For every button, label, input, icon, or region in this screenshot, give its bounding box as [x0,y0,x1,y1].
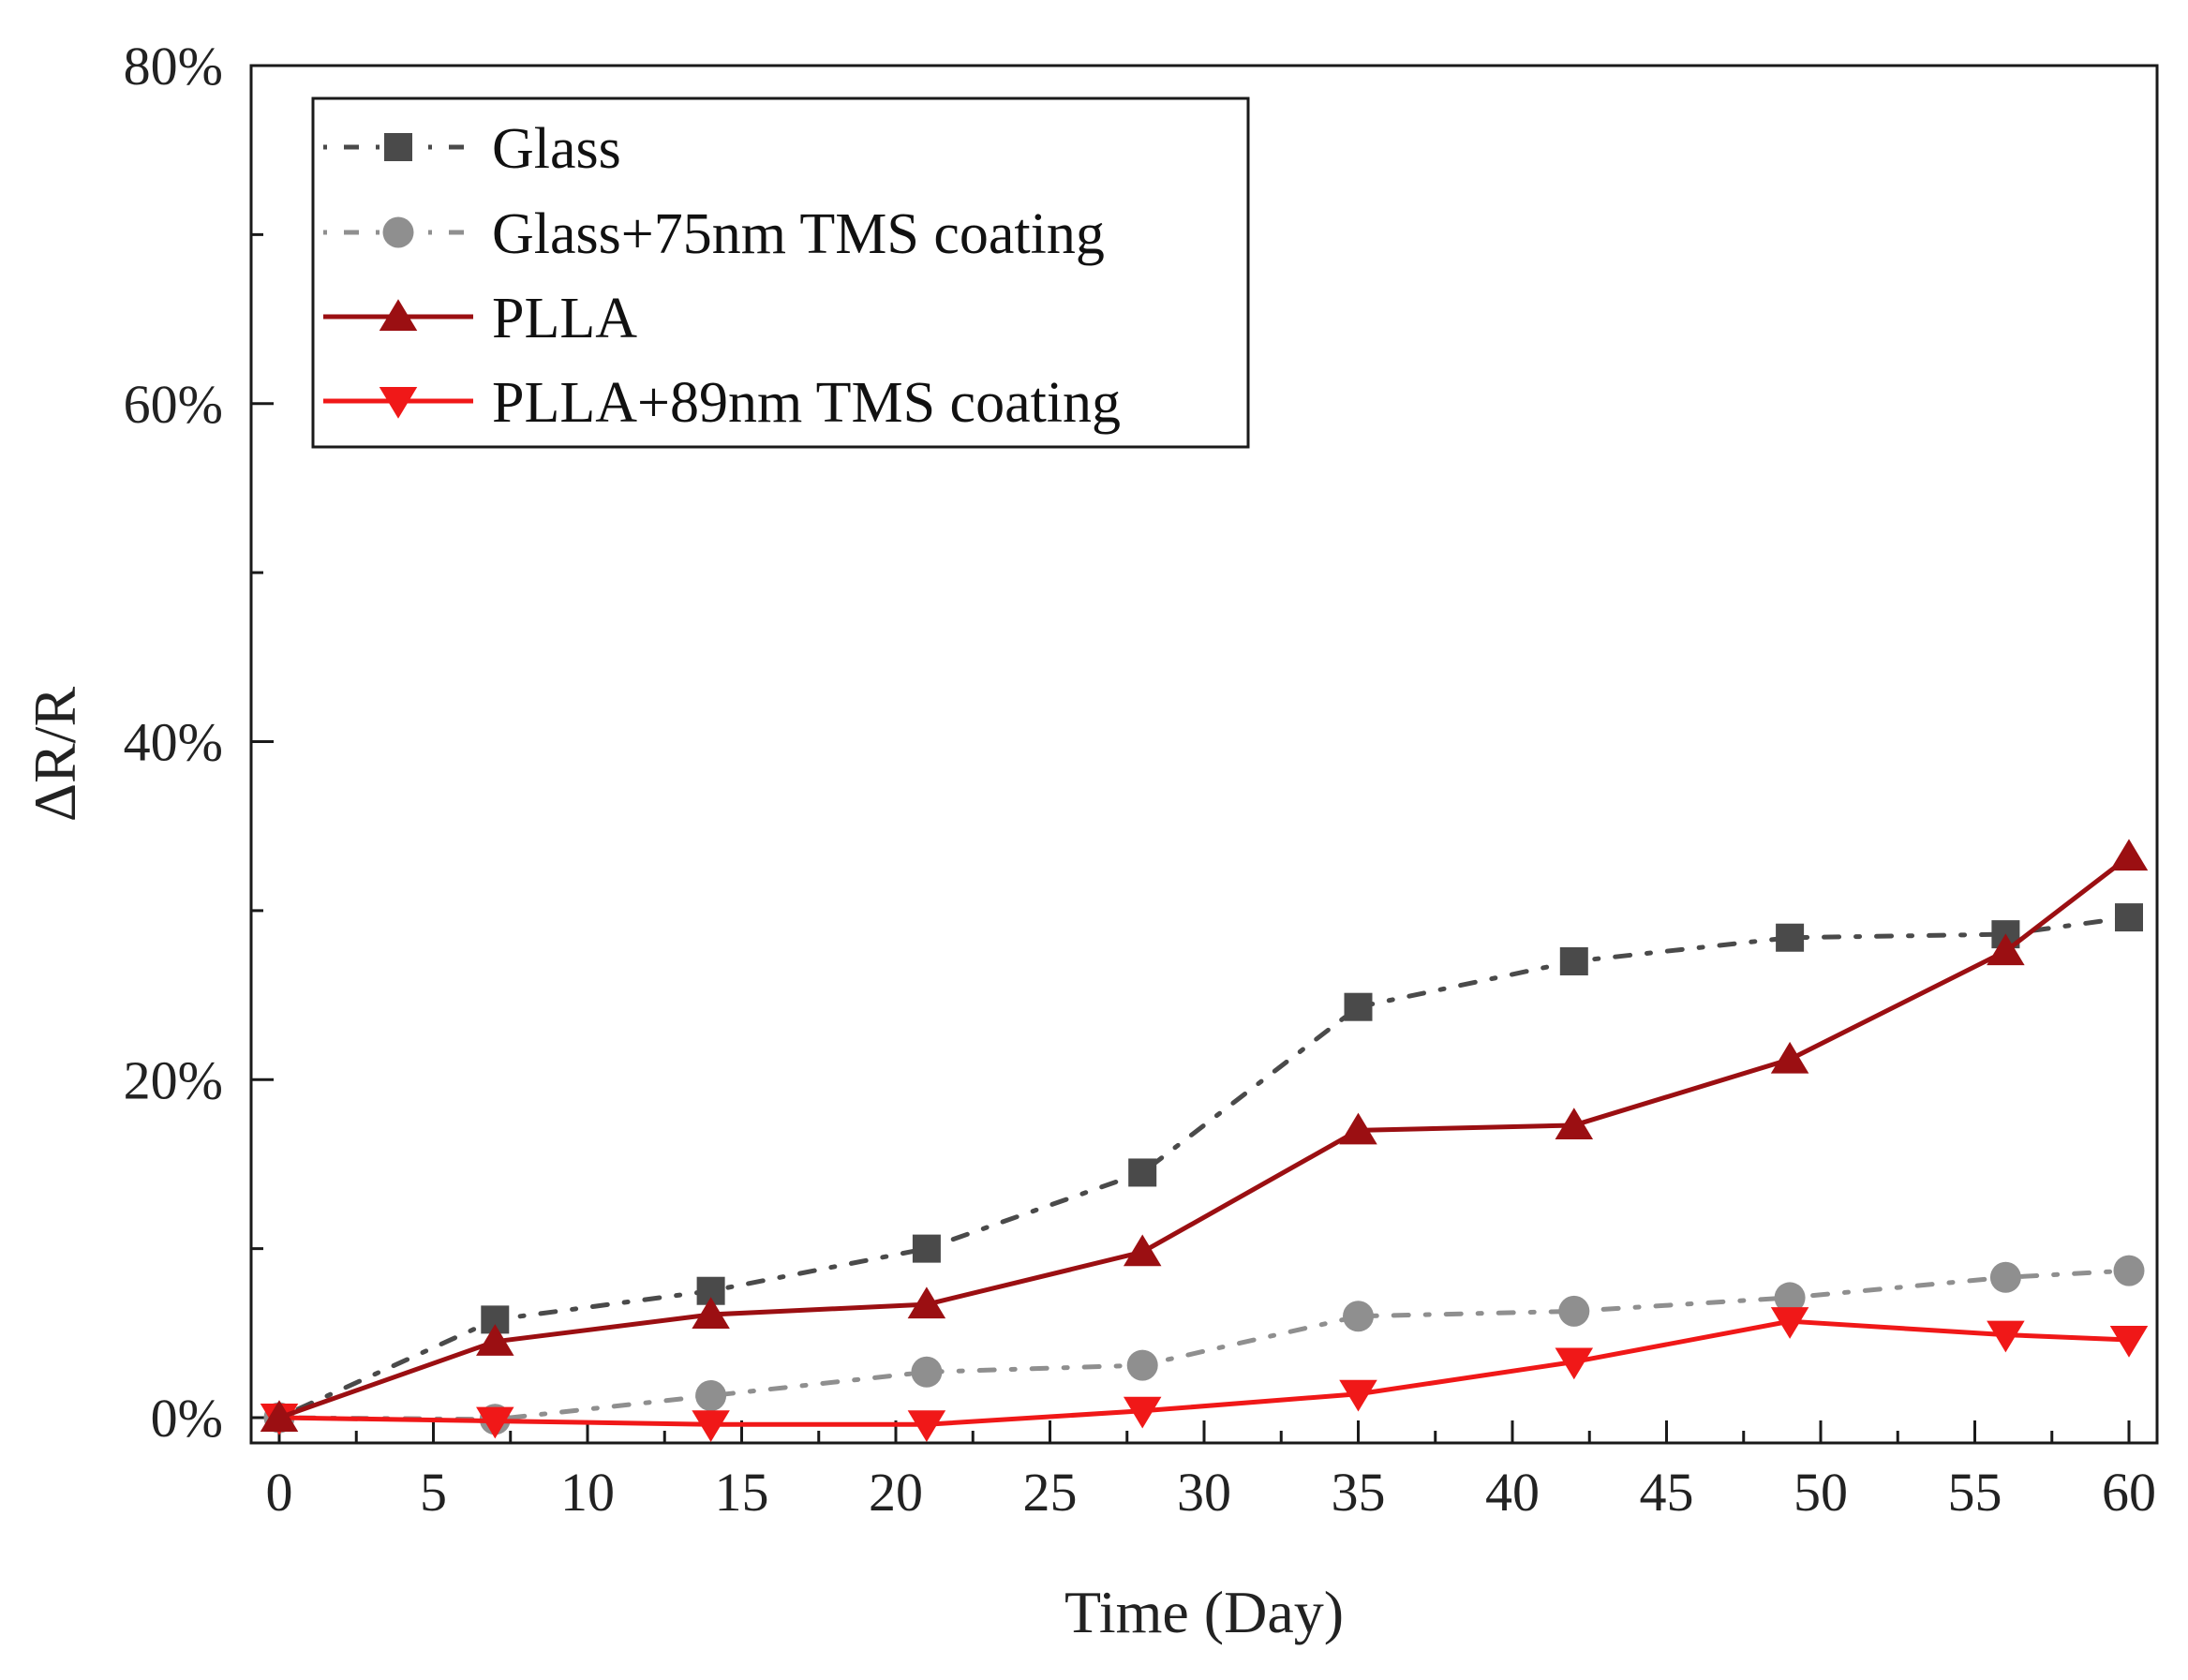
x-tick-label: 30 [1177,1462,1231,1523]
x-tick-label: 40 [1485,1462,1540,1523]
legend-label: PLLA+89nm TMS coating [492,371,1121,435]
x-tick-label: 35 [1332,1462,1386,1523]
x-tick-label: 10 [560,1462,615,1523]
series-line [276,1268,2132,1422]
data-point [692,1297,730,1329]
legend-label: PLLA [492,287,637,350]
series-layer [260,839,2149,1442]
y-tick-label: 0% [151,1388,223,1449]
data-point [1126,1349,1158,1381]
data-point [1343,1301,1374,1332]
x-tick-label: 60 [2102,1462,2156,1523]
data-point [2113,1255,2145,1286]
data-point [1339,1379,1377,1412]
data-point [1989,1261,2021,1293]
legend-label: Glass [492,117,621,181]
data-point [1987,933,2025,966]
legend-marker [379,299,418,331]
data-point [907,1410,946,1442]
y-tick-label: 80% [124,36,223,97]
legend-label: Glass+75nm TMS coating [492,202,1105,266]
axes-layer: 0 5 10 15 20 25 30 35 40 45 50 55 60 0% 20% 40% 60% 80% [124,36,2159,1523]
legend: Glass Glass+75nm TMS coating PLLA PLLA+89nm… [311,97,1250,449]
data-point [1123,1396,1162,1429]
legend-item: PLLA+89nm TMS coating [323,371,1121,435]
x-tick-label: 15 [715,1462,769,1523]
x-tick-label: 0 [266,1462,293,1523]
data-point [695,1380,727,1412]
y-tick-label: 40% [124,712,223,773]
data-point [1555,1108,1594,1139]
data-point [260,1400,299,1432]
legend-marker [384,133,412,161]
series-plla-89nm-tms-coating [260,1307,2149,1442]
data-point [476,1406,514,1439]
data-point [1774,1282,1806,1314]
x-tick-label: 20 [869,1462,923,1523]
y-tick-label: 60% [124,374,223,435]
data-point [2115,903,2143,932]
x-tick-label: 55 [1948,1462,2002,1523]
x-tick-label: 5 [420,1462,447,1523]
legend-item: PLLA [323,287,637,350]
legend-box [311,97,1250,449]
data-point [1339,1112,1377,1145]
data-point [1128,1158,1157,1187]
x-tick-label: 25 [1023,1462,1078,1523]
data-point [2109,839,2149,871]
legend-marker [379,387,418,419]
data-point [1344,992,1373,1021]
data-point [1987,1320,2025,1353]
series-line [276,914,2132,1420]
series-line [276,854,2132,1420]
series-plla [260,839,2149,1432]
data-point [2109,1326,2149,1358]
legend-marker [382,216,414,248]
x-axis-title: Time (Day) [1064,1579,1344,1645]
data-point [1555,1347,1594,1380]
data-point [912,1234,941,1263]
x-tick-label: 45 [1640,1462,1694,1523]
legend-item: Glass+75nm TMS coating [323,202,1105,266]
y-tick-label: 20% [124,1049,223,1110]
data-point [1770,1041,1809,1074]
series-line [276,1318,2132,1427]
data-point [1776,923,1805,952]
data-point [911,1356,943,1388]
y-axis-title: ΔR/R [22,687,88,823]
data-point [1123,1234,1162,1267]
data-point [907,1286,946,1319]
data-point [692,1410,730,1442]
data-point [1559,946,1588,975]
data-point [1558,1295,1590,1327]
legend-item: Glass [323,117,621,181]
data-point [1770,1307,1809,1339]
x-tick-label: 50 [1794,1462,1848,1523]
data-point [476,1324,514,1356]
